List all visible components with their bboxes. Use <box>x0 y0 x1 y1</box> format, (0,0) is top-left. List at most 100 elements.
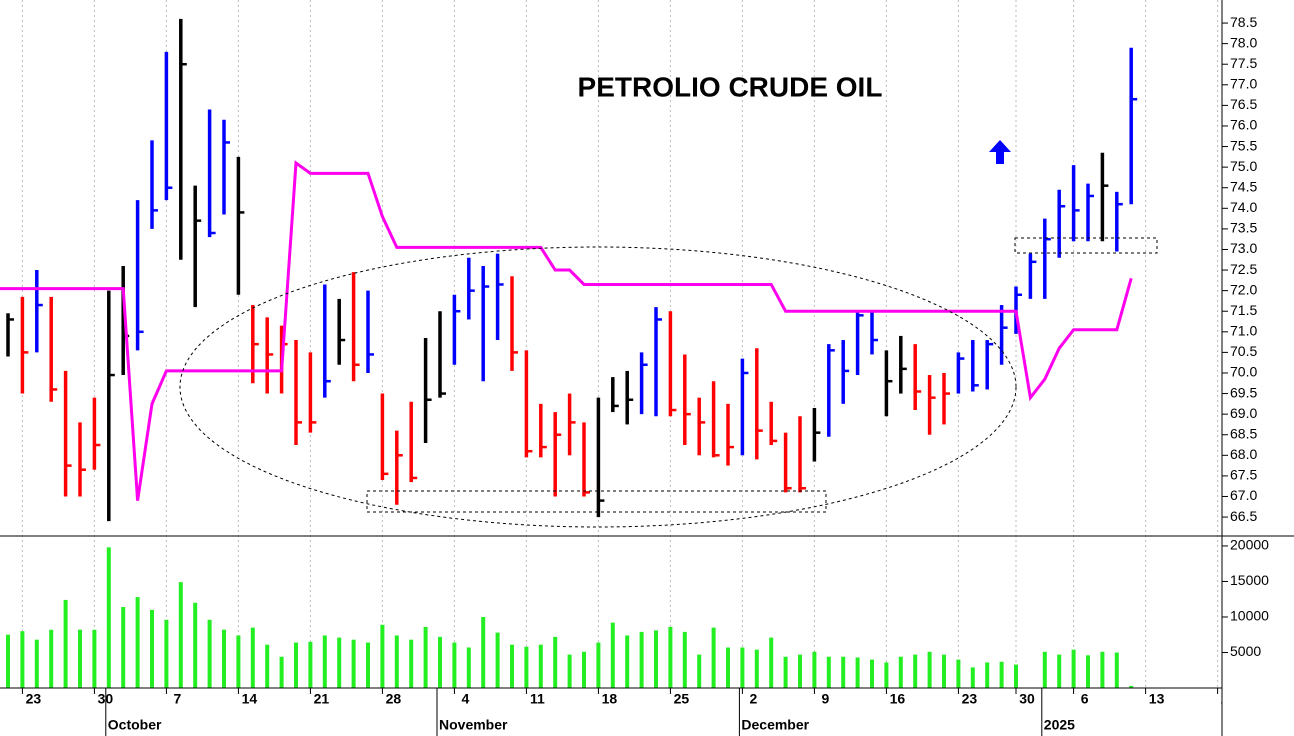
pattern-ellipse <box>179 246 1017 528</box>
volume-bar <box>654 630 658 688</box>
volume-bar <box>49 629 54 688</box>
volume-bar <box>956 659 961 688</box>
volume-bar <box>927 651 932 688</box>
month-label: December <box>741 717 809 733</box>
month-label: November <box>439 717 508 733</box>
x-tick-label: 20 <box>1221 691 1237 707</box>
y-tick-label: 74.5 <box>1230 178 1257 194</box>
volume-bar <box>1071 649 1076 688</box>
y-tick-label: 5000 <box>1230 643 1261 659</box>
volume-bar <box>942 654 946 688</box>
volume-bar <box>351 639 356 688</box>
volume-bar <box>481 616 486 688</box>
x-tick-label: 6 <box>1081 691 1089 707</box>
volume-bar <box>380 624 385 688</box>
volume-bar <box>913 654 918 688</box>
volume-bar <box>639 631 644 688</box>
volume-bar <box>366 642 370 688</box>
chart-title: PETROLIO CRUDE OIL <box>578 71 883 102</box>
x-tick-label: 2 <box>750 691 758 707</box>
y-tick-label: 20000 <box>1230 537 1269 553</box>
x-tick-label: 11 <box>530 691 545 707</box>
volume-bar <box>6 634 10 688</box>
stop-line <box>0 160 1133 501</box>
x-tick-label: 18 <box>602 691 618 707</box>
y-tick-label: 74.0 <box>1230 199 1257 215</box>
y-tick-label: 77.0 <box>1230 76 1257 92</box>
breakout-box <box>1014 237 1158 254</box>
y-tick-label: 67.5 <box>1230 467 1257 483</box>
volume-bar <box>279 656 284 688</box>
volume-bar <box>798 654 802 688</box>
volume-bar <box>668 626 673 688</box>
volume-bar <box>1129 685 1134 688</box>
y-tick-label: 75.5 <box>1230 137 1257 153</box>
y-tick-label: 15000 <box>1230 572 1269 588</box>
y-tick-label: 78.0 <box>1230 34 1257 50</box>
volume-bar <box>1086 655 1090 688</box>
x-tick-label: 23 <box>962 691 978 707</box>
x-tick-label: 23 <box>26 691 42 707</box>
volume-bar <box>1042 651 1047 688</box>
volume-bar <box>337 637 342 688</box>
y-tick-label: 69.0 <box>1230 405 1257 421</box>
volume-bar <box>826 656 831 688</box>
volume-bar <box>1100 651 1105 688</box>
volume-bar <box>538 644 543 688</box>
volume-bar <box>394 635 399 688</box>
volume-bar <box>164 619 169 688</box>
volume-bar <box>524 646 529 688</box>
x-tick-label: 9 <box>822 691 830 707</box>
y-tick-label: 10000 <box>1230 608 1269 624</box>
volume-bar <box>466 647 471 688</box>
y-tick-label: 76.5 <box>1230 96 1257 112</box>
y-tick-label: 67.0 <box>1230 487 1257 503</box>
month-label: 2025 <box>1044 717 1075 733</box>
volume-bar <box>193 602 198 688</box>
x-tick-label: 16 <box>890 691 906 707</box>
volume-bar <box>265 644 270 688</box>
volume-bar <box>20 631 25 688</box>
x-tick-label: 28 <box>386 691 402 707</box>
volume-bar <box>783 656 788 688</box>
volume-bar <box>610 622 615 688</box>
volume-bar <box>682 631 687 688</box>
volume-bar <box>582 651 586 688</box>
volume-bar <box>495 632 500 688</box>
marks <box>0 18 1138 688</box>
volume-bar <box>409 639 414 688</box>
volume-bar <box>308 641 313 688</box>
month-label: October <box>108 717 162 733</box>
y-tick-label: 68.0 <box>1230 446 1257 462</box>
volume-bar <box>697 654 702 688</box>
y-tick-label: 68.5 <box>1230 425 1257 441</box>
volume-bar <box>78 629 82 688</box>
y-tick-label: 78.5 <box>1230 14 1257 30</box>
y-tick-label: 75.0 <box>1230 158 1257 174</box>
y-tick-label: 70.5 <box>1230 343 1257 359</box>
volume-bar <box>294 642 298 688</box>
y-tick-label: 73.5 <box>1230 220 1257 236</box>
volume-bar <box>812 651 817 688</box>
volume-bar <box>769 637 774 688</box>
volume-bar <box>236 635 241 688</box>
volume-bar <box>1057 654 1062 688</box>
volume-bar <box>92 629 97 688</box>
y-tick-label: 76.0 <box>1230 117 1257 133</box>
volume-bar <box>135 597 140 688</box>
x-tick-label: 7 <box>174 691 182 707</box>
volume-bar <box>999 661 1004 688</box>
x-tick-label: 21 <box>314 691 330 707</box>
support-box <box>366 490 827 513</box>
volume-bar <box>34 639 39 688</box>
axes: 66.5 67.0 67.5 68.0 68.5 69.0 69.5 70.0 70.5 71.0… <box>1222 14 1269 659</box>
x-tick-label: 25 <box>674 691 690 707</box>
volume-bar <box>870 659 874 688</box>
grid: 2330714212841118252916233061320OctoberNo… <box>21 0 1237 736</box>
volume-bar <box>222 629 226 688</box>
volume-bar <box>1114 652 1119 688</box>
arrow-up <box>989 140 1011 164</box>
volume-bar <box>250 627 255 688</box>
